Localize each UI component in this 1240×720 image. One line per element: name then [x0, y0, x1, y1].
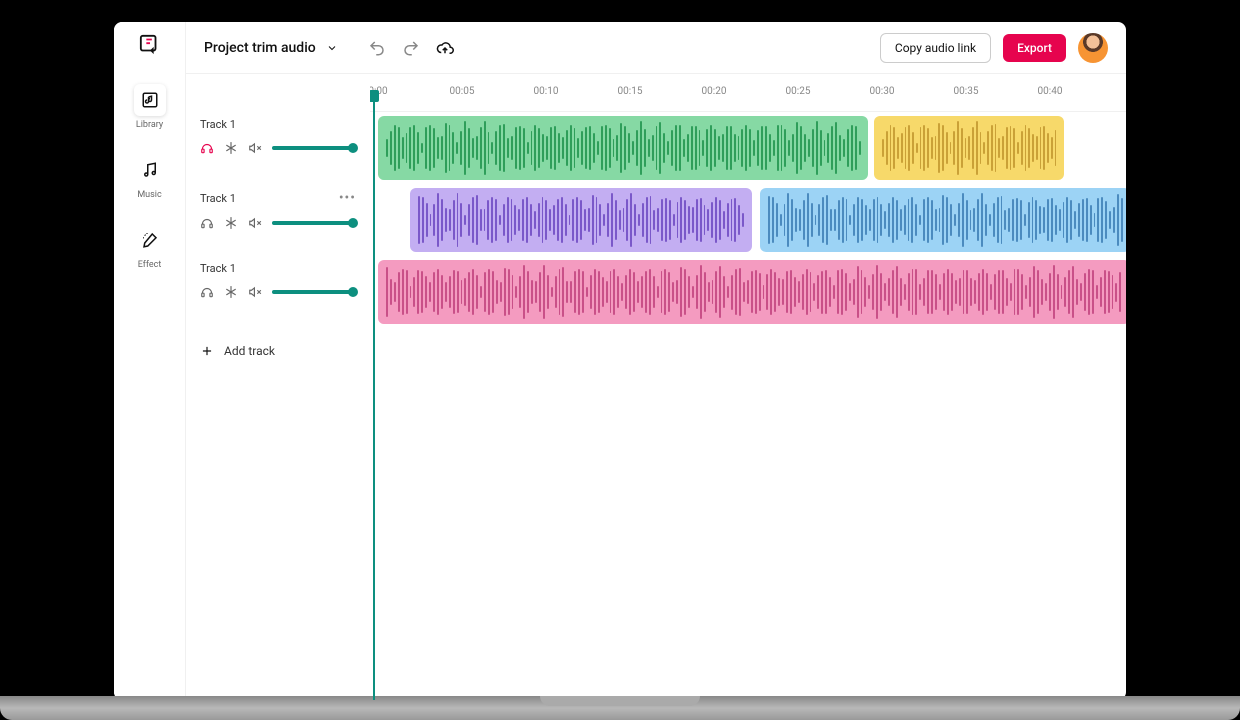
time-ruler[interactable]: 0:0000:0500:1000:1500:2000:2500:3000:350…	[370, 74, 1126, 112]
volume-slider[interactable]	[272, 221, 356, 225]
copy-link-button[interactable]: Copy audio link	[880, 33, 991, 63]
track-lane[interactable]	[370, 184, 1126, 256]
waveform	[882, 116, 1056, 180]
app-logo-icon	[139, 34, 161, 56]
topbar: Project trim audio Copy audio link Expor…	[186, 22, 1126, 74]
waveform	[418, 188, 744, 252]
track-control: Track 1 •••	[186, 184, 370, 256]
sidebar-item-library[interactable]: Library	[134, 84, 166, 130]
track-lane[interactable]	[370, 112, 1126, 184]
redo-icon[interactable]	[402, 39, 420, 57]
sidebar-item-label: Music	[137, 190, 161, 200]
tracks-area	[370, 112, 1126, 328]
volume-slider[interactable]	[272, 146, 356, 150]
waveform	[768, 188, 1122, 252]
volume-slider[interactable]	[272, 290, 356, 294]
audio-clip[interactable]	[760, 188, 1126, 252]
track-name: Track 1	[200, 192, 236, 205]
time-label: 00:30	[870, 86, 895, 97]
mute-icon[interactable]	[248, 141, 262, 155]
headphones-icon[interactable]	[200, 216, 214, 230]
time-label: 00:15	[618, 86, 643, 97]
audio-clip[interactable]	[378, 260, 1126, 324]
sidebar-item-label: Library	[136, 120, 163, 130]
time-label: 00:25	[786, 86, 811, 97]
time-label: 00:10	[534, 86, 559, 97]
waveform	[386, 116, 860, 180]
track-lane[interactable]	[370, 256, 1126, 328]
mute-icon[interactable]	[248, 285, 262, 299]
music-icon	[141, 161, 159, 179]
track-name: Track 1	[200, 118, 236, 131]
time-label: 00:20	[702, 86, 727, 97]
waveform	[386, 260, 1122, 324]
track-control: Track 1	[186, 112, 370, 184]
effect-icon	[141, 231, 159, 249]
sidebar-item-effect[interactable]: Effect	[134, 224, 166, 270]
sidebar-item-label: Effect	[138, 260, 162, 270]
audio-clip[interactable]	[410, 188, 752, 252]
export-button[interactable]: Export	[1003, 34, 1066, 62]
track-name: Track 1	[200, 262, 236, 275]
freeze-icon[interactable]	[224, 141, 238, 155]
sidebar: Library Music Effect	[114, 22, 186, 700]
cloud-upload-icon[interactable]	[436, 39, 454, 57]
laptop-base	[0, 696, 1240, 720]
headphones-icon[interactable]	[200, 285, 214, 299]
freeze-icon[interactable]	[224, 285, 238, 299]
timeline: 0:0000:0500:1000:1500:2000:2500:3000:350…	[370, 74, 1126, 700]
time-label: 00:35	[954, 86, 979, 97]
sidebar-item-music[interactable]: Music	[134, 154, 166, 200]
track-control: Track 1	[186, 256, 370, 328]
time-label: 00:40	[1038, 86, 1063, 97]
library-icon	[141, 91, 159, 109]
project-selector[interactable]: Project trim audio	[204, 40, 338, 56]
chevron-down-icon	[326, 42, 338, 54]
plus-icon	[200, 344, 214, 358]
undo-icon[interactable]	[368, 39, 386, 57]
mute-icon[interactable]	[248, 216, 262, 230]
audio-clip[interactable]	[378, 116, 868, 180]
time-label: 00:05	[450, 86, 475, 97]
audio-clip[interactable]	[874, 116, 1064, 180]
track-more-icon[interactable]: •••	[339, 190, 356, 206]
freeze-icon[interactable]	[224, 216, 238, 230]
playhead[interactable]	[373, 98, 375, 700]
add-track-label: Add track	[224, 344, 275, 358]
headphones-icon[interactable]	[200, 141, 214, 155]
user-avatar[interactable]	[1078, 33, 1108, 63]
project-name: Project trim audio	[204, 40, 316, 56]
add-track-button[interactable]: Add track	[186, 334, 370, 368]
tracks-panel: Track 1 Track 1 ••• Track 1 Add track	[186, 74, 370, 700]
